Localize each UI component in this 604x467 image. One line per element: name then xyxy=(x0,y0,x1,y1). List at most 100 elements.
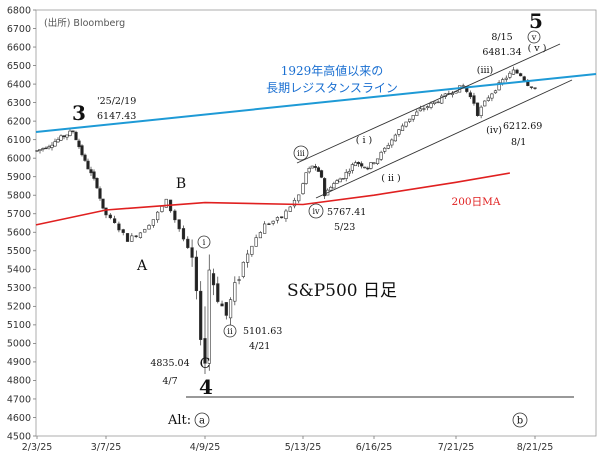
y-tick-label: 5500 xyxy=(7,246,31,257)
channel-lower xyxy=(315,79,573,199)
sub-wave-iii-text: iii xyxy=(297,149,305,158)
candle xyxy=(468,90,472,100)
sub-wave-iv: iv xyxy=(308,203,324,219)
sub-wave-i-circle xyxy=(197,235,211,249)
source-label: (出所) Bloomberg xyxy=(44,17,125,29)
candle xyxy=(400,123,405,131)
candle-body xyxy=(233,282,237,302)
candle xyxy=(404,121,408,128)
y-tick-label: 4900 xyxy=(7,357,31,368)
candle-body xyxy=(92,171,96,179)
candle-body xyxy=(263,223,267,234)
candle xyxy=(121,228,125,236)
candle-body xyxy=(450,93,455,95)
candle xyxy=(393,133,397,142)
y-tick-label: 5100 xyxy=(7,320,31,331)
candle xyxy=(89,166,93,176)
wave-3-date: '25/2/19 xyxy=(97,96,136,107)
candle-body xyxy=(83,154,87,161)
candle-body xyxy=(237,279,241,281)
candle-body xyxy=(408,118,412,122)
wave-A-label: A xyxy=(136,258,148,274)
candle-body xyxy=(71,130,75,132)
candle-body xyxy=(468,92,472,98)
x-tick-label: 4/9/25 xyxy=(190,442,221,453)
candle xyxy=(425,105,430,111)
candle-body xyxy=(508,72,512,78)
candle-body xyxy=(53,141,57,147)
candle-body xyxy=(360,163,364,167)
candle xyxy=(323,177,327,200)
candle-body xyxy=(440,95,444,104)
y-tick-label: 5000 xyxy=(7,339,31,350)
candle-body xyxy=(38,149,42,151)
candles xyxy=(35,66,537,374)
candle xyxy=(101,198,105,210)
candle-body xyxy=(436,101,440,104)
candle-body xyxy=(156,211,160,221)
candle-body xyxy=(397,129,401,135)
y-tick-label: 4800 xyxy=(7,376,31,387)
candle xyxy=(258,231,262,239)
candle-body xyxy=(323,178,327,197)
candle-body xyxy=(173,210,177,221)
candle-body xyxy=(347,171,351,174)
candle-body xyxy=(483,100,487,107)
candle-body xyxy=(313,166,317,168)
candle-body xyxy=(220,303,224,307)
candle xyxy=(372,162,376,165)
candle-body xyxy=(475,102,480,116)
candle-body xyxy=(241,261,245,277)
candle-body xyxy=(353,162,358,167)
minor-iv-value: 6212.69 xyxy=(503,121,542,132)
candle-body xyxy=(369,162,373,169)
candle-body xyxy=(341,178,345,180)
candle-body xyxy=(504,77,508,80)
candle-body xyxy=(307,167,311,173)
y-tick-label: 5900 xyxy=(7,172,31,183)
candle xyxy=(134,234,138,239)
candle xyxy=(56,137,60,143)
resistance-line xyxy=(35,73,597,133)
candle xyxy=(292,197,297,209)
candle-body xyxy=(199,290,203,340)
candle-body xyxy=(338,178,342,183)
candle-body xyxy=(101,198,105,209)
candle xyxy=(511,66,516,75)
candle-body xyxy=(519,73,523,77)
sub-wave-v-circle xyxy=(527,30,541,44)
candle-body xyxy=(386,144,390,149)
candle xyxy=(529,86,534,90)
candle xyxy=(65,134,69,141)
candle xyxy=(347,168,351,177)
candle xyxy=(461,83,465,87)
wave-5-label: 5 xyxy=(529,9,543,33)
candle-body xyxy=(422,108,426,110)
candle xyxy=(411,115,415,122)
candle xyxy=(224,302,228,320)
sub-wave-iii: iii xyxy=(293,145,309,161)
candle-body xyxy=(529,86,534,88)
x-tick-label: 2/3/25 xyxy=(22,442,53,453)
candle xyxy=(181,225,186,242)
candle-body xyxy=(113,218,117,224)
candle xyxy=(335,179,339,184)
candle-body xyxy=(164,198,168,208)
candle-body xyxy=(186,238,190,248)
candle xyxy=(194,250,198,300)
minor-ii-label: ( ii ) xyxy=(381,173,401,184)
candle xyxy=(316,166,321,172)
candle xyxy=(483,100,487,107)
candle xyxy=(233,276,237,306)
candle xyxy=(92,169,96,181)
candle-body xyxy=(151,219,155,226)
sub-wave-i: i xyxy=(197,235,211,249)
peak-date: 8/15 xyxy=(491,32,512,43)
y-tick-label: 5600 xyxy=(7,228,31,239)
wave-C-label: C xyxy=(200,356,211,372)
candle xyxy=(267,222,271,225)
candle xyxy=(486,95,490,102)
sub-wave-iii-circle xyxy=(293,145,309,161)
candle xyxy=(203,306,207,374)
candle xyxy=(130,233,134,242)
